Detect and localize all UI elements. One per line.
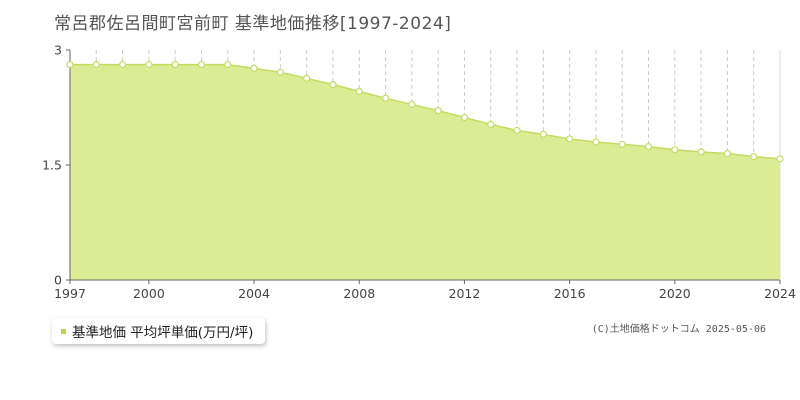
- data-points: [66, 60, 784, 163]
- x-tick-label: 1997: [54, 286, 86, 301]
- data-point: [250, 64, 258, 73]
- data-point: [66, 60, 74, 69]
- data-point: [566, 135, 574, 143]
- data-point: [434, 106, 442, 115]
- tick-labels: 0 1.5 3 1997 2000 2004 2008 2012 2016 2020 2024: [42, 43, 796, 302]
- data-point: [671, 146, 679, 154]
- data-point: [723, 149, 732, 158]
- data-point: [460, 113, 469, 122]
- data-point: [618, 140, 626, 148]
- x-tick-label: 2008: [343, 286, 375, 301]
- copyright-credit: (C)土地価格ドットコム 2025-05-06: [591, 324, 766, 335]
- y-tick-label: 0: [54, 273, 62, 288]
- area-layer: [70, 63, 781, 280]
- data-point: [381, 94, 390, 102]
- data-point: [697, 148, 705, 156]
- data-point: [750, 152, 758, 161]
- data-point: [197, 60, 206, 69]
- data-point: [776, 155, 784, 163]
- series-line: [70, 63, 781, 160]
- x-tick-label: 2012: [449, 286, 481, 301]
- axes: [66, 49, 781, 284]
- chart-title: 常呂郡佐呂間町宮前町 基準地価推移[1997-2024]: [54, 14, 452, 34]
- series-area: [70, 64, 780, 280]
- data-point: [355, 87, 363, 96]
- legend-swatch: [61, 328, 66, 334]
- data-point: [408, 100, 416, 109]
- data-point: [539, 130, 547, 138]
- data-point: [145, 60, 153, 69]
- data-point: [303, 74, 311, 82]
- legend-label: 基準地価 平均坪単価(万円/坪): [72, 325, 254, 341]
- x-tick-label: 2004: [238, 286, 270, 301]
- x-tick-label: 2016: [554, 286, 586, 301]
- x-tick-label: 2000: [133, 286, 165, 301]
- x-tick-label: 2020: [659, 286, 691, 301]
- legend: 基準地価 平均坪単価(万円/坪): [52, 318, 266, 344]
- y-tick-label: 3: [54, 43, 62, 58]
- data-point: [224, 60, 232, 69]
- data-point: [118, 60, 127, 69]
- data-point: [644, 143, 653, 151]
- data-point: [276, 68, 284, 76]
- x-tick-label: 2024: [764, 286, 796, 301]
- y-tick-label: 1.5: [42, 158, 62, 173]
- data-point: [513, 126, 521, 135]
- data-point: [592, 138, 600, 146]
- data-point: [487, 120, 495, 128]
- data-point: [92, 60, 100, 69]
- data-point: [329, 80, 337, 89]
- data-point: [171, 60, 179, 69]
